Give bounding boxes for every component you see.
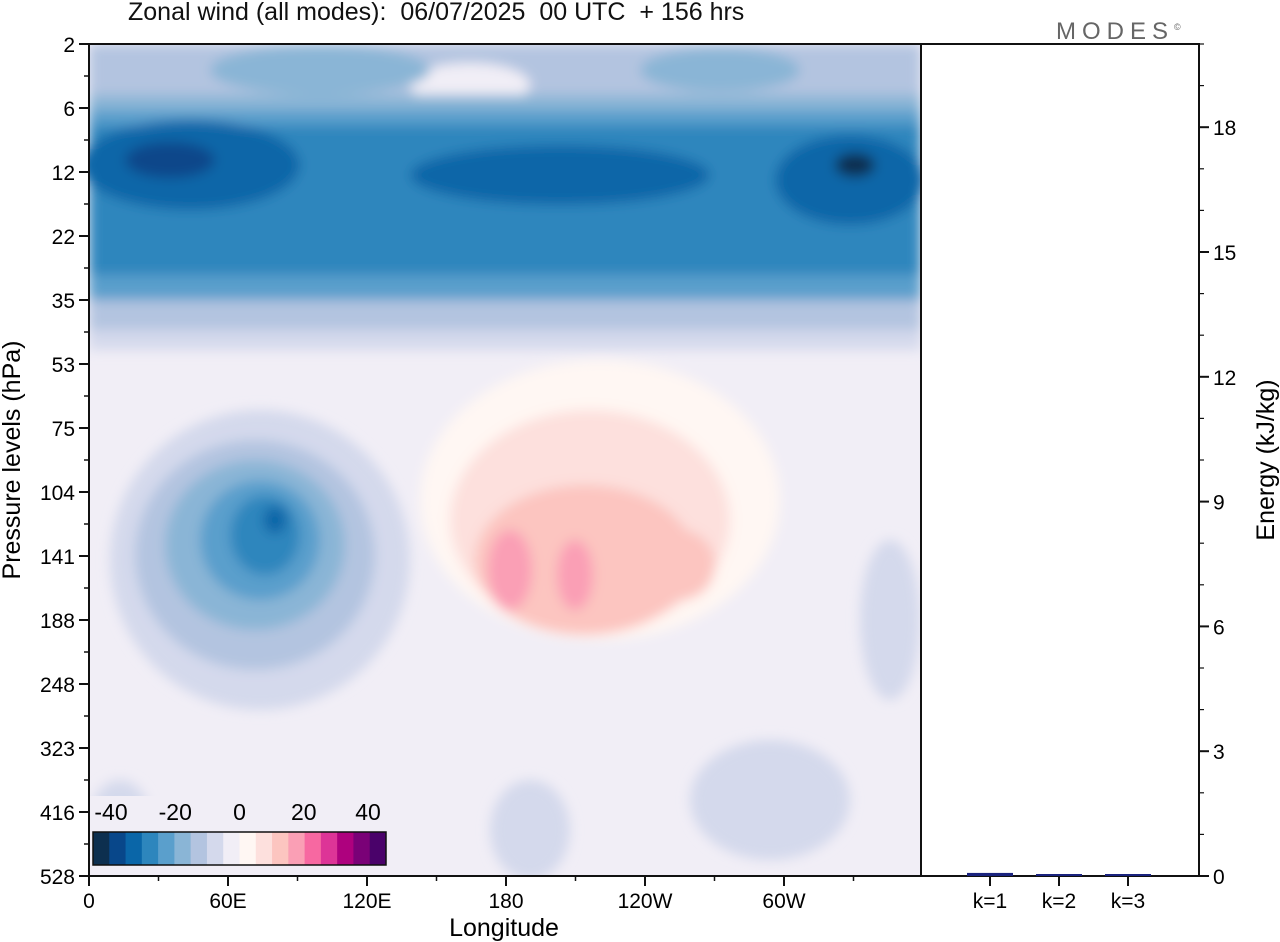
energy-tick-label: 0 — [1213, 866, 1225, 889]
x-tick-label: 120E — [342, 890, 391, 913]
colorbar-swatch — [304, 832, 322, 865]
colorbar-label: -40 — [94, 799, 127, 825]
energy-axis-label: Energy (kJ/kg) — [1252, 379, 1280, 540]
colorbar: -40 -20 0 20 40 — [89, 796, 390, 871]
energy-bar — [1036, 874, 1082, 876]
colorbar-swatch — [337, 832, 354, 865]
colorbar-swatch — [125, 832, 143, 865]
x-tick-label: 60W — [762, 890, 805, 913]
y-axis-label: Pressure levels (hPa) — [0, 341, 26, 580]
y-tick-label: 35 — [52, 290, 75, 313]
x-axis-label: Longitude — [449, 914, 559, 942]
energy-tick-label: 9 — [1213, 492, 1225, 515]
colorbar-swatch — [223, 832, 240, 865]
heatmap-field — [89, 44, 921, 876]
y-tick-label: 141 — [40, 546, 75, 569]
energy-tick-label: 6 — [1213, 616, 1225, 639]
chart-title: Zonal wind (all modes): 06/07/2025 00 UT… — [128, 0, 745, 26]
y-tick-label: 12 — [52, 162, 75, 185]
energy-category-label: k=2 — [1042, 890, 1076, 913]
colorbar-swatch — [369, 832, 387, 865]
y-tick-label: 75 — [52, 418, 75, 441]
x-tick-label: 180 — [488, 890, 523, 913]
energy-tick-label: 3 — [1213, 741, 1225, 764]
y-tick-label: 2 — [63, 34, 75, 57]
y-tick-label: 22 — [52, 226, 75, 249]
colorbar-swatch — [158, 832, 175, 865]
y-tick-label: 53 — [52, 354, 75, 377]
colorbar-label: -20 — [159, 799, 192, 825]
y-tick-label: 416 — [40, 802, 75, 825]
modes-logo: MODES© — [1056, 18, 1181, 45]
colorbar-swatch — [288, 832, 306, 865]
colorbar-swatch — [206, 832, 224, 865]
colorbar-label: 40 — [355, 799, 381, 825]
energy-category-label: k=3 — [1111, 890, 1145, 913]
y-tick-label: 528 — [40, 866, 75, 889]
colorbar-swatch — [93, 832, 110, 865]
colorbar-swatch — [353, 832, 371, 865]
energy-axis: 0 3 6 9 12 15 18 — [1199, 43, 1236, 889]
energy-tick-label: 18 — [1213, 117, 1236, 140]
colorbar-label: 0 — [233, 799, 246, 825]
energy-panel-frame — [920, 43, 1200, 877]
x-tick-label: 0 — [83, 890, 95, 913]
colorbar-swatch — [174, 832, 192, 865]
y-tick-label: 6 — [63, 98, 75, 121]
colorbar-swatch — [109, 832, 127, 865]
energy-tick-label: 12 — [1213, 367, 1236, 390]
colorbar-label: 20 — [291, 799, 317, 825]
y-tick-label: 104 — [40, 482, 75, 505]
colorbar-swatch — [272, 832, 289, 865]
longitude-axis: 0 60E 120E 180 120W 60W — [83, 876, 855, 913]
y-tick-label: 188 — [40, 610, 75, 633]
colorbar-swatch — [255, 832, 273, 865]
pressure-axis: 2 6 12 22 35 53 75 104 141 188 248 323 416 528 — [40, 34, 89, 889]
energy-category-label: k=1 — [973, 890, 1007, 913]
y-tick-label: 248 — [40, 674, 75, 697]
y-tick-label: 323 — [40, 738, 75, 761]
colorbar-swatch — [320, 832, 338, 865]
energy-bars: k=1 k=2 k=3 — [967, 872, 1151, 913]
colorbar-swatch — [141, 832, 159, 865]
x-tick-label: 60E — [209, 890, 246, 913]
energy-bar — [967, 872, 1013, 876]
x-tick-label: 120W — [618, 890, 673, 913]
energy-tick-label: 15 — [1213, 242, 1236, 265]
colorbar-swatch — [239, 832, 257, 865]
energy-bar — [1105, 874, 1151, 876]
colorbar-swatch — [190, 832, 208, 865]
